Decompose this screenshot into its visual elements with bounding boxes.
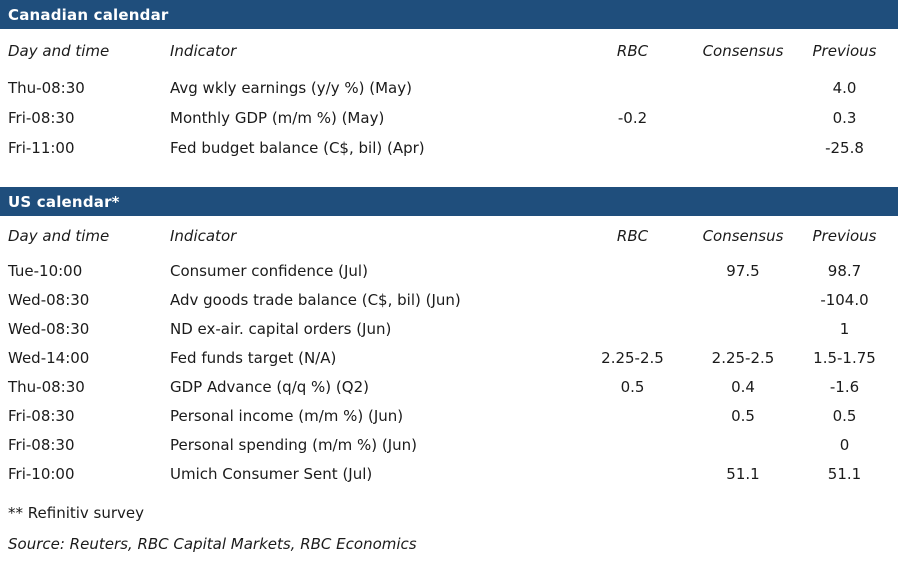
cell-previous: 51.1 <box>827 464 862 483</box>
footnotes: ** Refinitiv survey Source: Reuters, RBC… <box>0 504 898 553</box>
column-header-rbc: RBC <box>616 42 649 60</box>
cell-indicator: Avg wkly earnings (y/y %) (May) <box>170 79 412 97</box>
cell-day: Fri-08:30 <box>8 406 75 425</box>
section-title: US calendar* <box>8 192 120 211</box>
cell-rbc: 2.25-2.5 <box>601 348 664 367</box>
column-header-consensus: Consensus <box>702 227 784 245</box>
cell-indicator: ND ex-air. capital orders (Jun) <box>170 319 392 338</box>
source-line: Source: Reuters, RBC Capital Markets, RB… <box>8 535 417 553</box>
cell-indicator: Fed funds target (N/A) <box>170 348 337 367</box>
cell-indicator: Adv goods trade balance (C$, bil) (Jun) <box>170 290 461 309</box>
table-row: Fri-08:30 Personal income (m/m %) (Jun) … <box>0 401 898 430</box>
cell-previous: -25.8 <box>825 139 864 157</box>
cell-previous: 0 <box>839 435 850 454</box>
column-header-day: Day and time <box>8 42 110 60</box>
column-header-day: Day and time <box>8 227 110 245</box>
table-row: Wed-08:30 Adv goods trade balance (C$, b… <box>0 285 898 314</box>
cell-day: Thu-08:30 <box>8 377 85 396</box>
table-row: Tue-10:00 Consumer confidence (Jul) 97.5… <box>0 256 898 285</box>
table-row: Thu-08:30 Avg wkly earnings (y/y %) (May… <box>0 73 898 103</box>
cell-indicator: Monthly GDP (m/m %) (May) <box>170 109 385 127</box>
cell-previous: 1.5-1.75 <box>813 348 876 367</box>
column-header-consensus: Consensus <box>702 42 784 60</box>
cell-indicator: Personal income (m/m %) (Jun) <box>170 406 404 425</box>
cell-consensus: 51.1 <box>726 464 760 483</box>
cell-indicator: GDP Advance (q/q %) (Q2) <box>170 377 369 396</box>
section-header-bar: Canadian calendar <box>0 0 898 29</box>
column-header-indicator: Indicator <box>170 42 237 60</box>
cell-rbc: 0.5 <box>620 377 645 396</box>
column-header-row: Day and time Indicator RBC Consensus Pre… <box>0 216 898 256</box>
cell-previous: -1.6 <box>829 377 860 396</box>
cell-day: Fri-10:00 <box>8 464 75 483</box>
cell-day: Wed-08:30 <box>8 290 90 309</box>
cell-consensus: 0.5 <box>731 406 755 425</box>
canadian-calendar-section: Canadian calendar Day and time Indicator… <box>0 0 898 163</box>
cell-previous: 0.3 <box>832 109 857 127</box>
cell-indicator: Consumer confidence (Jul) <box>170 261 368 280</box>
table-row: Fri-08:30 Monthly GDP (m/m %) (May) -0.2… <box>0 103 898 133</box>
survey-footnote: ** Refinitiv survey <box>8 504 145 522</box>
table-row: Fri-11:00 Fed budget balance (C$, bil) (… <box>0 133 898 163</box>
table-row: Thu-08:30 GDP Advance (q/q %) (Q2) 0.5 0… <box>0 372 898 401</box>
cell-day: Fri-08:30 <box>8 435 75 454</box>
column-header-rbc: RBC <box>616 227 649 245</box>
column-header-indicator: Indicator <box>170 227 237 245</box>
cell-day: Wed-08:30 <box>8 319 90 338</box>
cell-day: Wed-14:00 <box>8 348 90 367</box>
cell-previous: 4.0 <box>832 79 857 97</box>
table-row: Wed-14:00 Fed funds target (N/A) 2.25-2.… <box>0 343 898 372</box>
cell-previous: 1 <box>839 319 850 338</box>
column-header-row: Day and time Indicator RBC Consensus Pre… <box>0 29 898 73</box>
cell-consensus: 2.25-2.5 <box>711 348 775 367</box>
column-header-previous: Previous <box>812 227 877 245</box>
table-row: Fri-08:30 Personal spending (m/m %) (Jun… <box>0 430 898 459</box>
cell-indicator: Personal spending (m/m %) (Jun) <box>170 435 418 454</box>
cell-day: Fri-11:00 <box>8 139 75 157</box>
us-calendar-section: US calendar* Day and time Indicator RBC … <box>0 187 898 488</box>
table-row: Wed-08:30 ND ex-air. capital orders (Jun… <box>0 314 898 343</box>
cell-day: Thu-08:30 <box>8 79 85 97</box>
cell-day: Fri-08:30 <box>8 109 75 127</box>
section-header-bar: US calendar* <box>0 187 898 216</box>
cell-indicator: Umich Consumer Sent (Jul) <box>170 464 373 483</box>
cell-previous: 0.5 <box>832 406 857 425</box>
cell-rbc: -0.2 <box>617 109 648 127</box>
column-header-previous: Previous <box>812 42 877 60</box>
table-row: Fri-10:00 Umich Consumer Sent (Jul) 51.1… <box>0 459 898 488</box>
cell-consensus: 97.5 <box>726 261 760 280</box>
cell-consensus: 0.4 <box>731 377 755 396</box>
cell-previous: 98.7 <box>827 261 862 280</box>
section-title: Canadian calendar <box>8 5 169 24</box>
cell-previous: -104.0 <box>820 290 869 309</box>
cell-indicator: Fed budget balance (C$, bil) (Apr) <box>170 139 425 157</box>
cell-day: Tue-10:00 <box>8 261 83 280</box>
